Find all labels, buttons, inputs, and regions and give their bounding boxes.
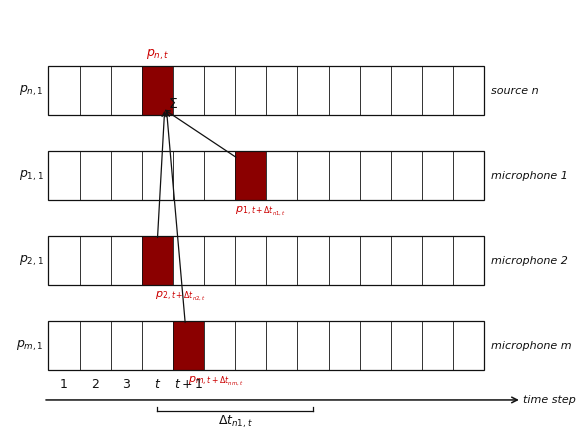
Text: $p_{1,1}$: $p_{1,1}$ (19, 169, 44, 183)
Text: $\Delta t_{n1,t}$: $\Delta t_{n1,t}$ (218, 414, 253, 430)
Bar (48, 151, 484, 200)
Text: $p_{n,t}$: $p_{n,t}$ (146, 48, 169, 62)
Bar (48, 321, 484, 370)
Text: microphone 1: microphone 1 (491, 171, 567, 181)
Text: $p_{n,1}$: $p_{n,1}$ (19, 84, 44, 98)
Text: 2: 2 (91, 378, 99, 391)
Text: $p_{m,1}$: $p_{m,1}$ (16, 339, 44, 353)
Text: $p_{2,t+\Delta t_{n2,t}}$: $p_{2,t+\Delta t_{n2,t}}$ (155, 290, 205, 303)
Bar (173, 321, 204, 370)
Text: 3: 3 (122, 378, 130, 391)
Bar (48, 67, 484, 116)
Text: $p_{1,t+\Delta t_{n1,t}}$: $p_{1,t+\Delta t_{n1,t}}$ (235, 204, 286, 218)
Bar (142, 67, 173, 116)
Text: $p_{2,1}$: $p_{2,1}$ (19, 254, 44, 268)
Text: $p_{m,t+\Delta t_{nm,t}}$: $p_{m,t+\Delta t_{nm,t}}$ (189, 375, 244, 388)
Text: $\Sigma$: $\Sigma$ (168, 97, 178, 111)
Text: microphone 2: microphone 2 (491, 256, 567, 266)
Bar (48, 236, 484, 285)
Text: source n: source n (491, 86, 538, 96)
Text: time step: time step (523, 395, 576, 405)
Text: $t+1$: $t+1$ (174, 378, 203, 391)
Text: 1: 1 (60, 378, 68, 391)
Text: $t$: $t$ (154, 378, 161, 391)
Bar (142, 236, 173, 285)
Text: microphone m: microphone m (491, 341, 571, 351)
Bar (235, 151, 267, 200)
